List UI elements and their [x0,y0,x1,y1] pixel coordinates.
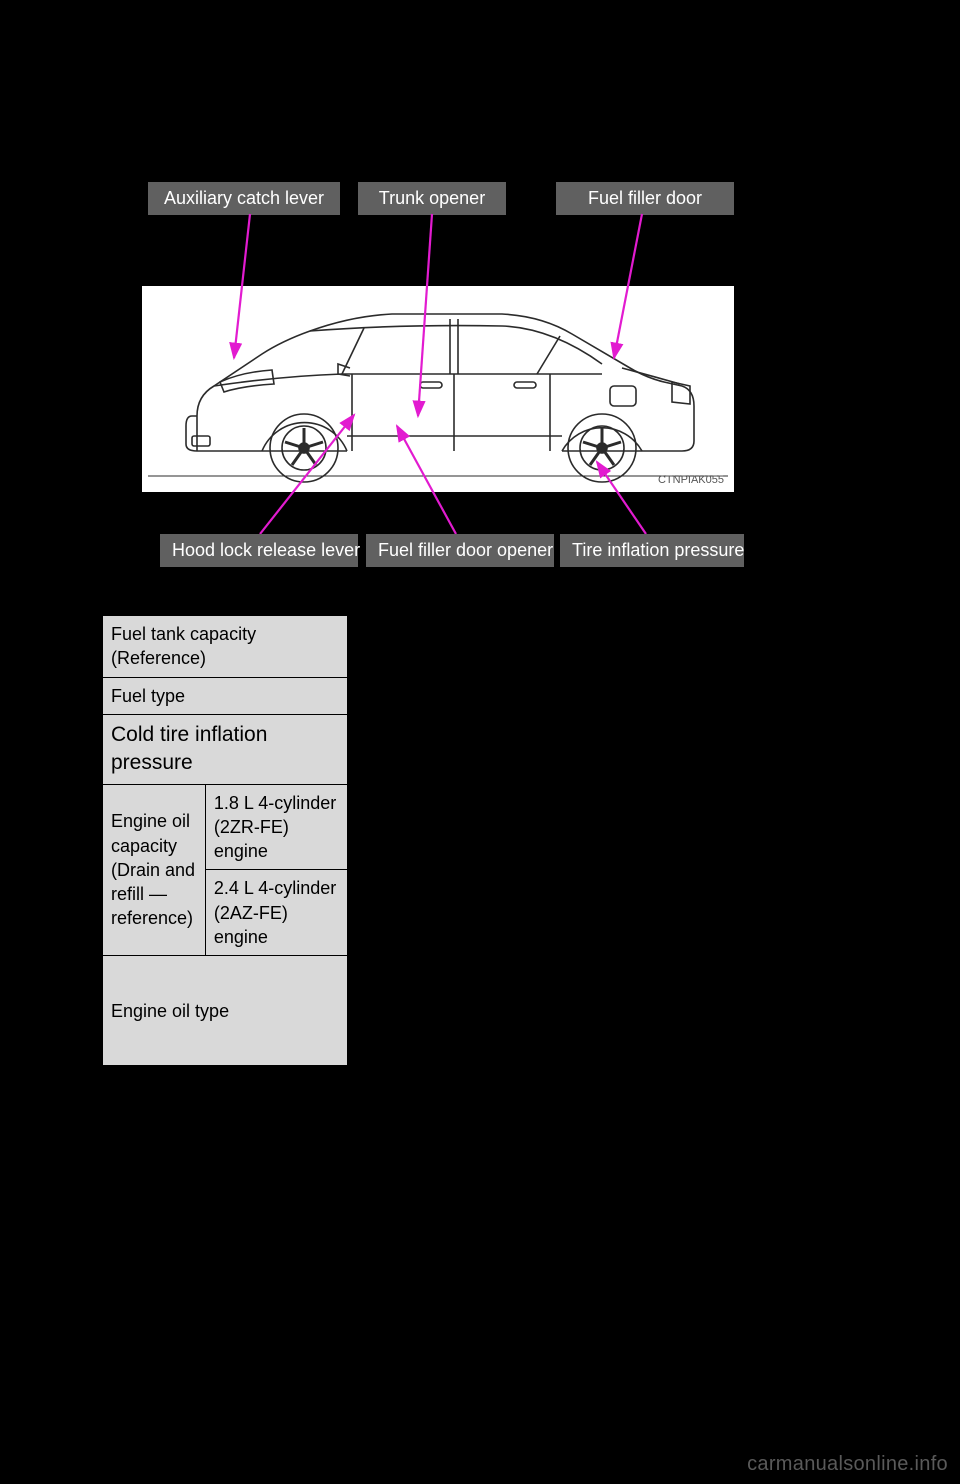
table-row: Cold tire inflation pressure [103,714,348,784]
label-trunk-opener: Trunk opener [358,182,506,215]
table-row: Engine oilcapacity(Drain andrefill —refe… [103,784,348,870]
table-row: Fuel type [103,677,348,714]
specifications-table: Fuel tank capacity(Reference) Fuel type … [102,615,348,1066]
cell-engine-oil-capacity-label: Engine oilcapacity(Drain andrefill —refe… [103,784,206,956]
illustration-code: CTNPIAK055 [658,474,724,486]
cell-engine-oil-type: Engine oil type [103,956,348,1066]
cell-cold-tire-pressure: Cold tire inflation pressure [103,714,348,784]
table-row: Engine oil type [103,956,348,1066]
label-tire-inflation-pressure: Tire inflation pressure [560,534,744,567]
label-fuel-filler-door-opener: Fuel filler door opener [366,534,554,567]
cell-fuel-type: Fuel type [103,677,348,714]
manual-page: Auxiliary catch lever Trunk opener Fuel … [0,0,960,1484]
cell-fuel-tank-capacity: Fuel tank capacity(Reference) [103,616,348,678]
label-auxiliary-catch-lever: Auxiliary catch lever [148,182,340,215]
table-row: Fuel tank capacity(Reference) [103,616,348,678]
label-hood-lock-release-lever: Hood lock release lever [160,534,358,567]
cell-engine-1.8: 1.8 L 4-cylinder(2ZR-FE)engine [205,784,347,870]
watermark: carmanualsonline.info [747,1453,948,1476]
label-fuel-filler-door: Fuel filler door [556,182,734,215]
cell-engine-2.4: 2.4 L 4-cylinder(2AZ-FE)engine [205,870,347,956]
car-illustration-panel: CTNPIAK055 [142,286,734,492]
car-side-illustration [142,286,734,492]
